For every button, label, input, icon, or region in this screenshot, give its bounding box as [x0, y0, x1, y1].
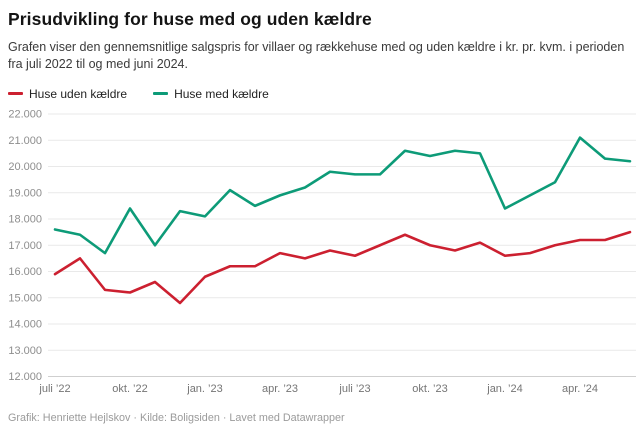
x-axis-tick-label: jan. ’24: [486, 383, 522, 395]
x-axis-tick-label: juli ’22: [38, 383, 70, 395]
legend-item-huse-uden-kaeldre: Huse uden kældre: [8, 87, 127, 101]
line-chart: 12.000 13.000 14.000 15.000 16.000 17.000 18.0…: [0, 105, 636, 404]
x-axis-tick-label: apr. ’24: [562, 383, 598, 395]
y-axis-tick-label: 15.000: [8, 292, 42, 304]
y-axis-tick-label: 18.000: [8, 213, 42, 225]
legend-label-huse-uden-kaeldre: Huse uden kældre: [29, 86, 128, 101]
x-axis-tick-label: jan. ’23: [186, 383, 222, 395]
series-line-huse-med-k-ldre: [53, 136, 632, 255]
y-axis-tick-label: 16.000: [8, 266, 42, 278]
y-axis-tick-label: 21.000: [8, 135, 42, 147]
y-axis-tick-label: 22.000: [8, 108, 42, 120]
x-axis-tick-label: juli ’23: [338, 383, 370, 395]
y-axis-tick-label: 17.000: [8, 240, 42, 252]
legend-item-huse-med-kaeldre: Huse med kældre: [153, 87, 269, 101]
y-axis-tick-label: 12.000: [8, 371, 42, 383]
chart-credit: Grafik: Henriette Hejlskov · Kilde: Boli…: [8, 411, 345, 424]
y-axis-tick-label: 19.000: [8, 187, 42, 199]
legend: Huse uden kældre Huse med kældre: [8, 87, 634, 101]
chart-card: Prisudvikling for huse med og uden kældr…: [0, 9, 636, 424]
x-axis-tick-label: okt. ’23: [412, 383, 447, 395]
legend-label-huse-med-kaeldre: Huse med kældre: [174, 86, 269, 101]
page-title: Prisudvikling for huse med og uden kældr…: [8, 9, 372, 29]
line-chart-canvas: 12.000 13.000 14.000 15.000 16.000 17.000 18.0…: [8, 108, 636, 395]
legend-swatch-red-icon: [8, 92, 23, 96]
y-axis-tick-label: 13.000: [8, 345, 42, 357]
y-axis-tick-label: 20.000: [8, 161, 42, 173]
legend-swatch-green-icon: [153, 92, 169, 96]
x-axis-tick-label: apr. ’23: [262, 383, 298, 395]
x-axis-tick-label: okt. ’22: [112, 383, 147, 395]
y-axis-tick-label: 14.000: [8, 318, 42, 330]
series-line-huse-uden-k-ldre: [53, 230, 632, 305]
chart-description: Grafen viser den gennemsnitlige salgspri…: [8, 39, 625, 72]
